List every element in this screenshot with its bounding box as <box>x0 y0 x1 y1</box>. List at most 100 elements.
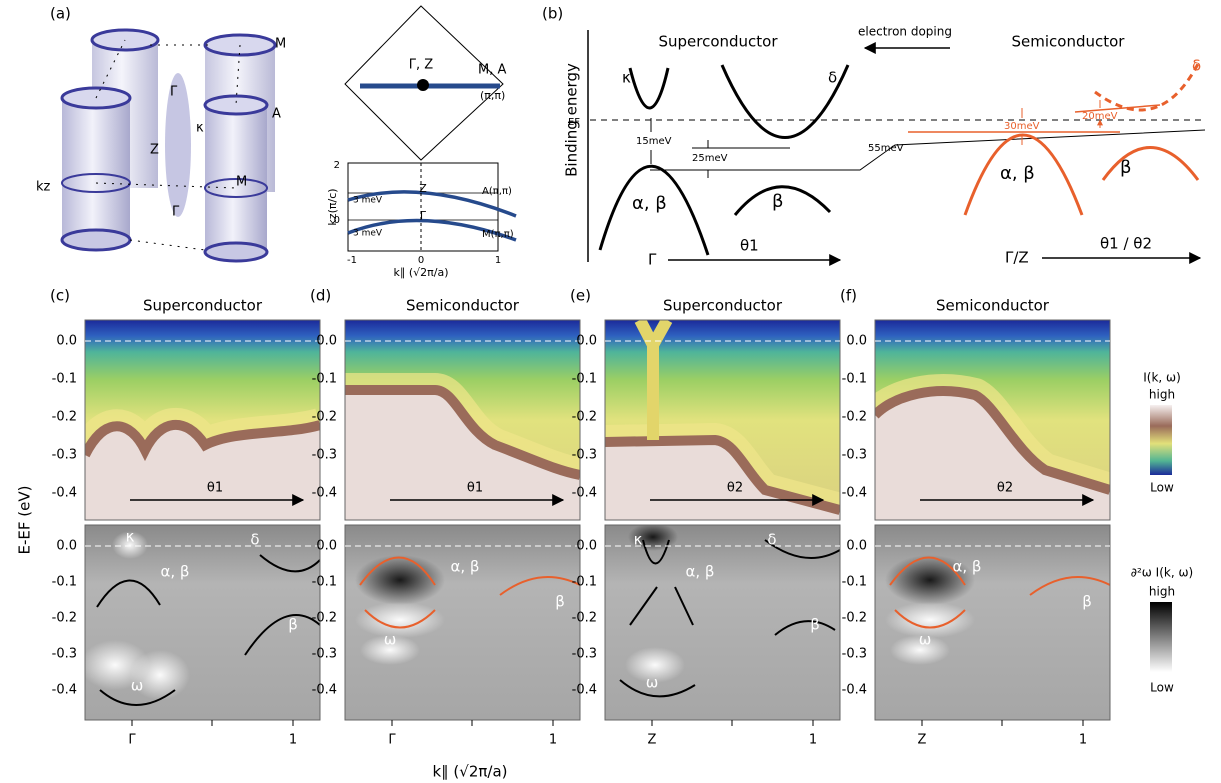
diamond-label: M, A <box>478 63 506 78</box>
band-curve <box>244 614 320 656</box>
y-tick-label: -0.2 <box>842 611 867 626</box>
y-tick-label: -0.3 <box>312 647 337 662</box>
gap-label: 25meV <box>692 153 728 164</box>
band-label: δ <box>1192 57 1201 75</box>
inset-frame <box>347 162 499 252</box>
bz-label: κ <box>196 121 204 136</box>
curvature-map <box>345 525 580 720</box>
panel-title: Semiconductor <box>406 297 520 315</box>
inset-label: 3 meV <box>353 229 383 239</box>
colorbar-label: Low <box>1150 681 1174 695</box>
y-tick-label: 0.0 <box>316 334 337 349</box>
band-label: α, β <box>161 563 190 581</box>
bz-label: M <box>236 175 247 190</box>
gap-label: 15meV <box>636 136 672 147</box>
y-tick-label: -0.1 <box>52 372 77 387</box>
arpes-panel: (f) Semiconductor θ2 α, β β ω Z 1 0.0 0.0 -0.1 -0.1… <box>840 287 1111 748</box>
diamond-label: Γ, Z <box>409 58 434 73</box>
band-shape <box>345 373 580 520</box>
colorbar-label: high <box>1149 585 1175 599</box>
curvature-map <box>875 525 1110 720</box>
band-label: β <box>772 191 784 212</box>
bz-label: Γ <box>170 85 178 100</box>
band-curves <box>619 539 840 698</box>
k-label: Γ/Z <box>1005 249 1029 267</box>
band-label: β <box>555 593 565 611</box>
band-curve <box>629 586 658 626</box>
band-label: α, β <box>451 558 480 576</box>
inset-x-label: k∥ (√2π/a) <box>393 266 448 279</box>
band-curve <box>1029 576 1110 596</box>
y-tick-label: -0.1 <box>572 575 597 590</box>
k-label: Γ <box>648 251 657 269</box>
band-curve <box>774 620 836 636</box>
inset-label: Z <box>419 182 427 195</box>
cut-label: θ1 <box>207 481 223 496</box>
inset-x-tick: 1 <box>495 255 501 266</box>
band-curve <box>99 689 176 706</box>
band-curve <box>364 609 436 629</box>
panel-title: Superconductor <box>663 297 783 315</box>
panel-label: (e) <box>570 287 591 305</box>
y-tick-label: -0.4 <box>312 683 337 698</box>
y-tick-label: -0.4 <box>572 683 597 698</box>
band-edge <box>85 420 320 462</box>
band-fill <box>875 391 1110 520</box>
intensity-blob <box>112 531 148 559</box>
cut-label: θ2 <box>997 481 1013 496</box>
band-label: α, β <box>632 193 667 214</box>
gap-label: 30meV <box>1004 121 1040 132</box>
y-tick-label: -0.3 <box>52 448 77 463</box>
curvature-map <box>605 525 840 720</box>
intensity-map <box>345 320 580 520</box>
y-tick-label: -0.2 <box>312 611 337 626</box>
y-tick-label: -0.1 <box>52 575 77 590</box>
arpes-panels: (c) Superconductor θ1 κ α, β δ β ω Γ 1 0.0 0.0 -0.1 -… <box>50 287 1111 748</box>
y-tick-label: -0.4 <box>572 486 597 501</box>
band-v <box>634 320 673 440</box>
band-edge <box>875 386 1110 495</box>
intensity-blob <box>890 635 950 665</box>
band-shape <box>85 408 320 520</box>
band-curves <box>96 554 320 706</box>
gap-label: 55meV <box>868 143 904 154</box>
intensity-map <box>85 320 320 520</box>
band-curve <box>499 576 580 596</box>
map-frame <box>84 319 321 521</box>
band-label: ω <box>131 677 144 695</box>
y-tick-label: -0.2 <box>842 410 867 425</box>
colorbars: I(k, ω) high Low ∂²ω I(k, ω) high Low <box>1131 371 1193 695</box>
intensity-map <box>875 320 1110 520</box>
band-edge <box>605 434 840 515</box>
y-tick-label: -0.3 <box>842 647 867 662</box>
inset-label: 3 meV <box>353 196 383 206</box>
bz-label: kz <box>36 180 51 195</box>
band-label: α, β <box>686 563 715 581</box>
y-tick-label: 0.0 <box>846 539 867 554</box>
panel-label: (a) <box>50 5 71 23</box>
x-tick-label: 1 <box>1079 733 1087 748</box>
map-frame <box>604 524 841 721</box>
y-axis-label: E-EF (eV) <box>16 486 34 555</box>
bz-label: A <box>272 107 281 122</box>
intensity-blob <box>360 635 420 665</box>
band-curve <box>674 586 694 626</box>
x-tick-label: Z <box>648 733 657 748</box>
colorbar <box>1150 405 1172 475</box>
band-label: β <box>810 616 820 634</box>
band-curve <box>889 556 966 586</box>
band-fill <box>345 390 580 520</box>
map-frame <box>344 524 581 721</box>
cut-label: θ1 <box>740 237 759 255</box>
panel-title: Semiconductor <box>936 297 1050 315</box>
y-tick-label: -0.1 <box>842 372 867 387</box>
gap-label: 20meV <box>1082 111 1118 122</box>
y-tick-label: -0.3 <box>842 448 867 463</box>
ef-label: EF <box>568 117 580 128</box>
inset-label: A(π,π) <box>482 186 512 197</box>
subtitle: Superconductor <box>658 33 778 51</box>
intensity-blob <box>625 647 685 683</box>
band-label: κ <box>634 531 643 549</box>
map-frame <box>874 524 1111 721</box>
